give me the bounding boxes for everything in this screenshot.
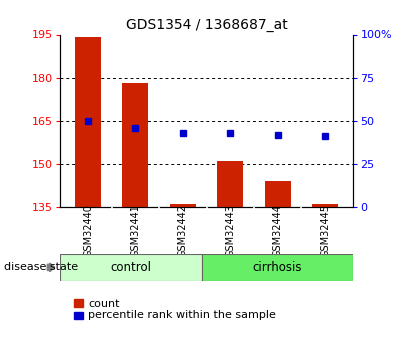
Text: percentile rank within the sample: percentile rank within the sample bbox=[88, 310, 276, 320]
Text: GSM32444: GSM32444 bbox=[272, 204, 283, 257]
Bar bbox=[217, 161, 243, 207]
Bar bbox=[122, 83, 148, 207]
Text: GSM32441: GSM32441 bbox=[130, 204, 141, 257]
Text: cirrhosis: cirrhosis bbox=[253, 261, 302, 274]
Bar bbox=[60, 254, 202, 281]
Text: GSM32443: GSM32443 bbox=[225, 204, 235, 257]
Text: GSM32442: GSM32442 bbox=[178, 204, 188, 257]
Bar bbox=[312, 204, 338, 207]
Text: GSM32445: GSM32445 bbox=[320, 204, 330, 257]
Text: count: count bbox=[88, 299, 120, 308]
Text: GSM32440: GSM32440 bbox=[83, 204, 93, 257]
Bar bbox=[202, 254, 353, 281]
Bar bbox=[170, 204, 196, 207]
Text: control: control bbox=[110, 261, 151, 274]
Bar bbox=[265, 181, 291, 207]
Text: disease state: disease state bbox=[4, 263, 78, 272]
Bar bbox=[75, 37, 101, 207]
Title: GDS1354 / 1368687_at: GDS1354 / 1368687_at bbox=[126, 18, 287, 32]
